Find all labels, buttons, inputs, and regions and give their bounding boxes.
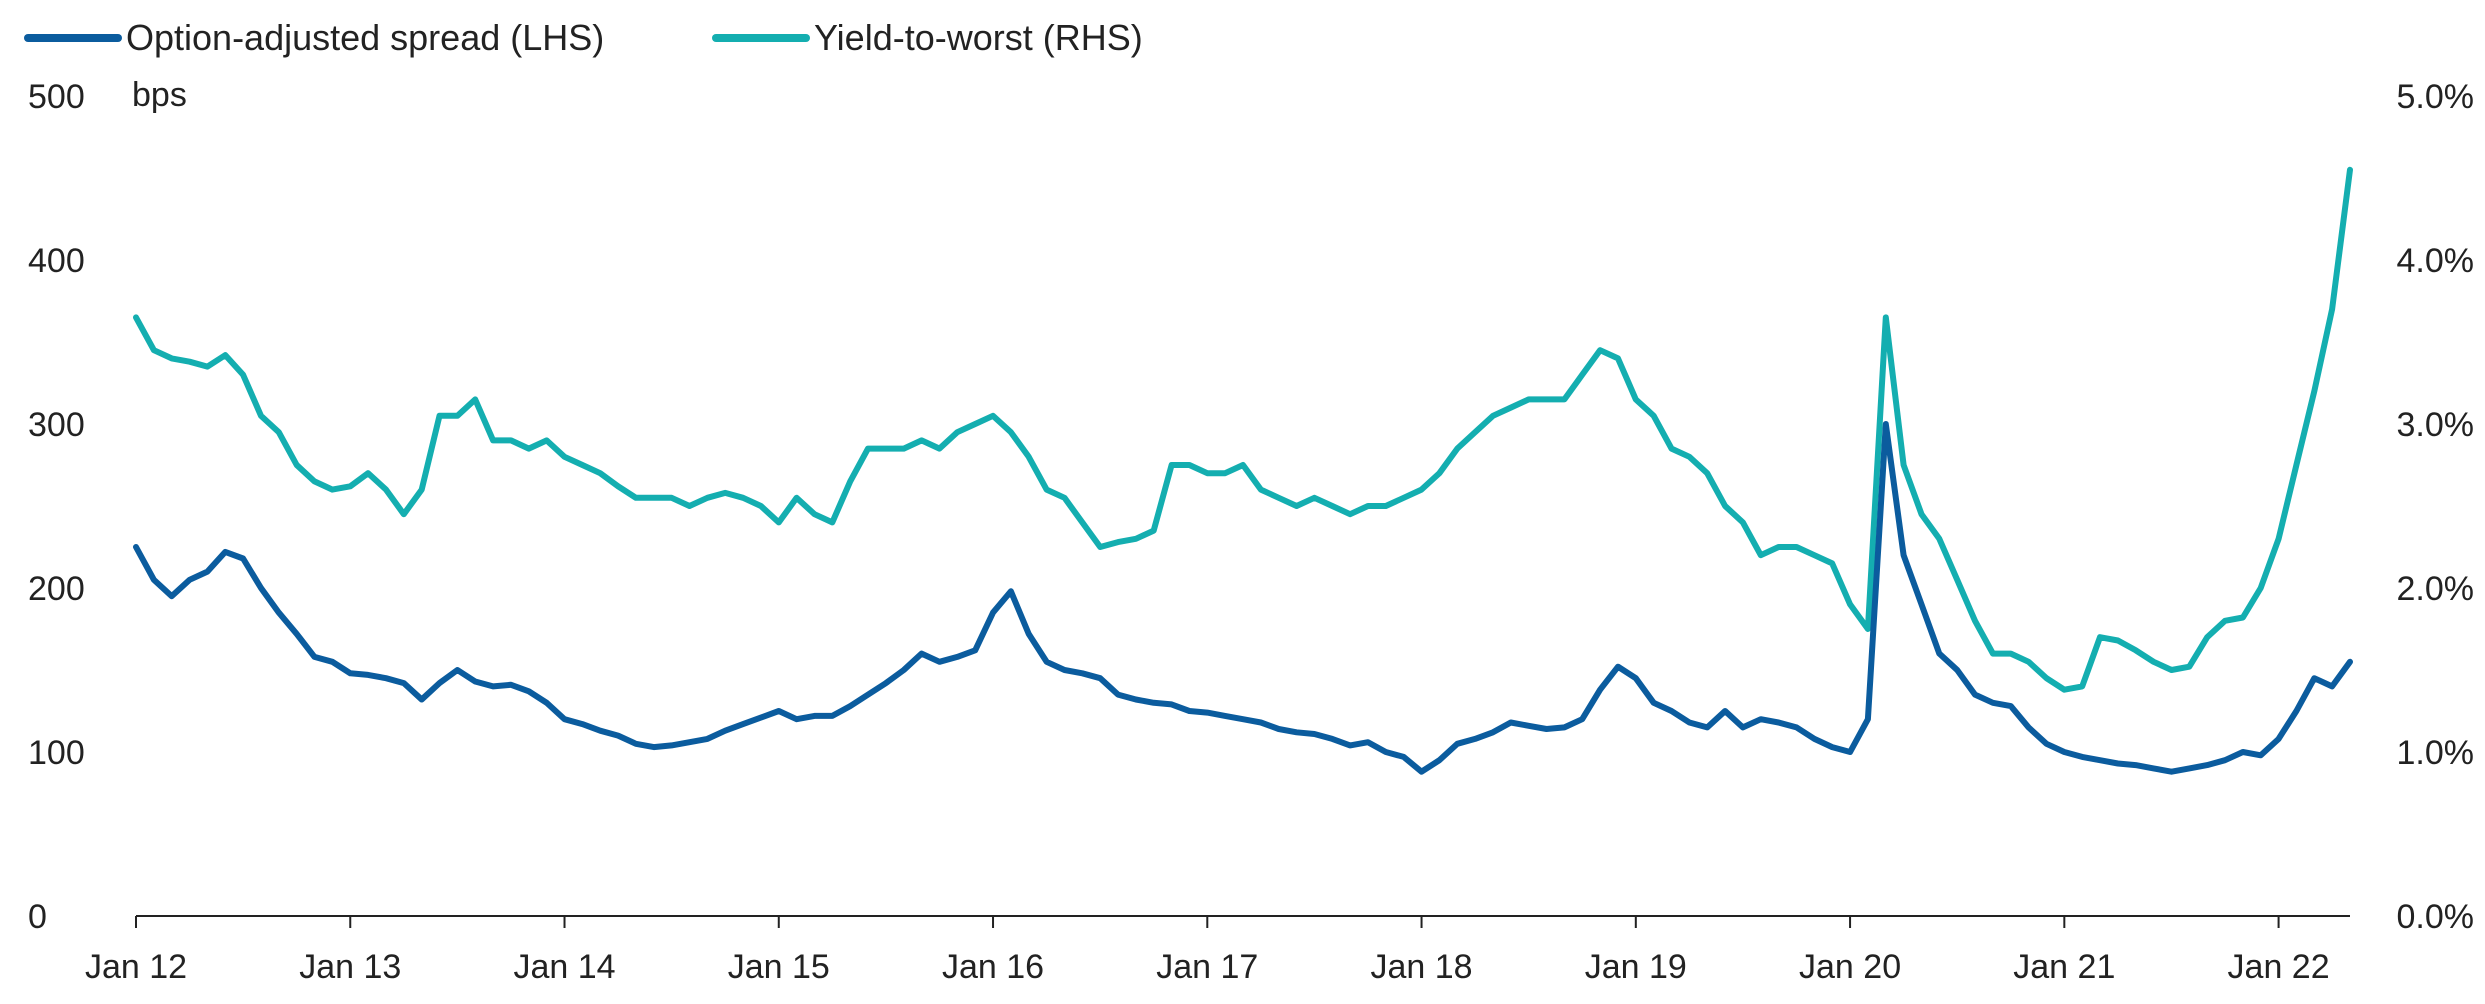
y-left-tick-labels: 0 100 200 300 400 500	[28, 78, 85, 936]
y-right-tick-label: 3.0%	[2397, 406, 2475, 444]
y-right-tick-label: 0.0%	[2397, 898, 2475, 936]
y-right-tick-label: 1.0%	[2397, 734, 2475, 772]
x-axis: Jan 12 Jan 13 Jan 14 Jan 15 Jan 16 Jan 17 Jan …	[85, 915, 2350, 986]
x-tick-label: Jan 18	[1371, 948, 1473, 986]
legend: Option-adjusted spread (LHS) Yield-to-wo…	[24, 17, 1143, 58]
x-tick-label: Jan 17	[1156, 948, 1258, 986]
legend-label-ytw: Yield-to-worst (RHS)	[814, 17, 1143, 58]
y-left-tick-label: 300	[28, 406, 85, 444]
x-tick-label: Jan 19	[1585, 948, 1687, 986]
series-line-yield-to-worst	[133, 166, 2353, 693]
legend-label-oas: Option-adjusted spread (LHS)	[126, 17, 604, 58]
x-tick-label: Jan 16	[942, 948, 1044, 986]
y-left-tick-label: 200	[28, 570, 85, 608]
y-left-tick-label: 400	[28, 242, 85, 280]
x-tick-label: Jan 13	[299, 948, 401, 986]
y-right-tick-label: 5.0%	[2397, 78, 2475, 116]
y-right-tick-label: 2.0%	[2397, 570, 2475, 608]
series-line-option-adjusted-spread	[133, 421, 2353, 775]
y-left-tick-label: 0	[28, 898, 47, 936]
y-left-tick-label: 500	[28, 78, 85, 116]
x-tick-label: Jan 22	[2228, 948, 2330, 986]
x-tick-label: Jan 12	[85, 948, 187, 986]
x-tick-label: Jan 14	[513, 948, 615, 986]
y-axis-unit-label: bps	[132, 76, 187, 114]
y-right-tick-label: 4.0%	[2397, 242, 2475, 280]
y-left-tick-label: 100	[28, 734, 85, 772]
x-tick-label: Jan 20	[1799, 948, 1901, 986]
series-layer	[133, 166, 2353, 775]
x-tick-label: Jan 21	[2013, 948, 2115, 986]
y-right-tick-labels: 0.0% 1.0% 2.0% 3.0% 4.0% 5.0%	[2397, 78, 2475, 936]
x-tick-label: Jan 15	[728, 948, 830, 986]
